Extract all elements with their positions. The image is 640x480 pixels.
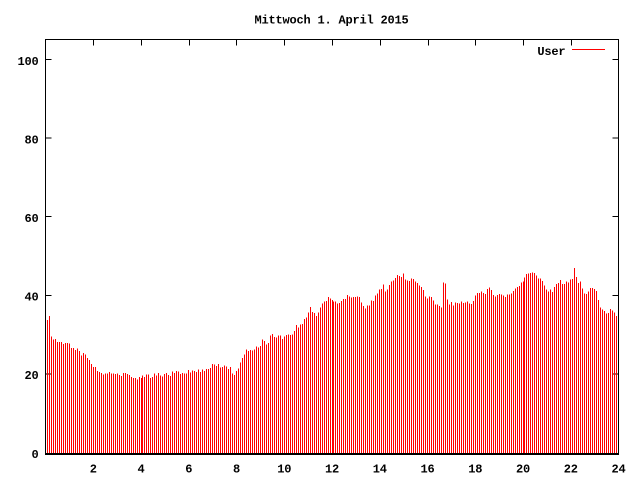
- svg-text:18: 18: [468, 462, 482, 476]
- svg-text:10: 10: [277, 462, 291, 476]
- svg-text:60: 60: [24, 212, 38, 226]
- svg-text:80: 80: [24, 133, 38, 147]
- svg-text:12: 12: [325, 462, 339, 476]
- svg-text:8: 8: [233, 462, 240, 476]
- svg-text:16: 16: [420, 462, 434, 476]
- svg-text:0: 0: [31, 448, 38, 462]
- svg-text:Mittwoch 1. April 2015: Mittwoch 1. April 2015: [254, 13, 408, 27]
- svg-text:User: User: [537, 45, 565, 59]
- svg-text:14: 14: [373, 462, 387, 476]
- svg-text:100: 100: [17, 55, 38, 69]
- svg-text:40: 40: [24, 291, 38, 305]
- svg-text:20: 20: [516, 462, 530, 476]
- svg-text:20: 20: [24, 369, 38, 383]
- svg-text:24: 24: [611, 462, 625, 476]
- svg-text:6: 6: [185, 462, 192, 476]
- svg-text:4: 4: [137, 462, 144, 476]
- svg-text:22: 22: [564, 462, 578, 476]
- svg-text:2: 2: [90, 462, 97, 476]
